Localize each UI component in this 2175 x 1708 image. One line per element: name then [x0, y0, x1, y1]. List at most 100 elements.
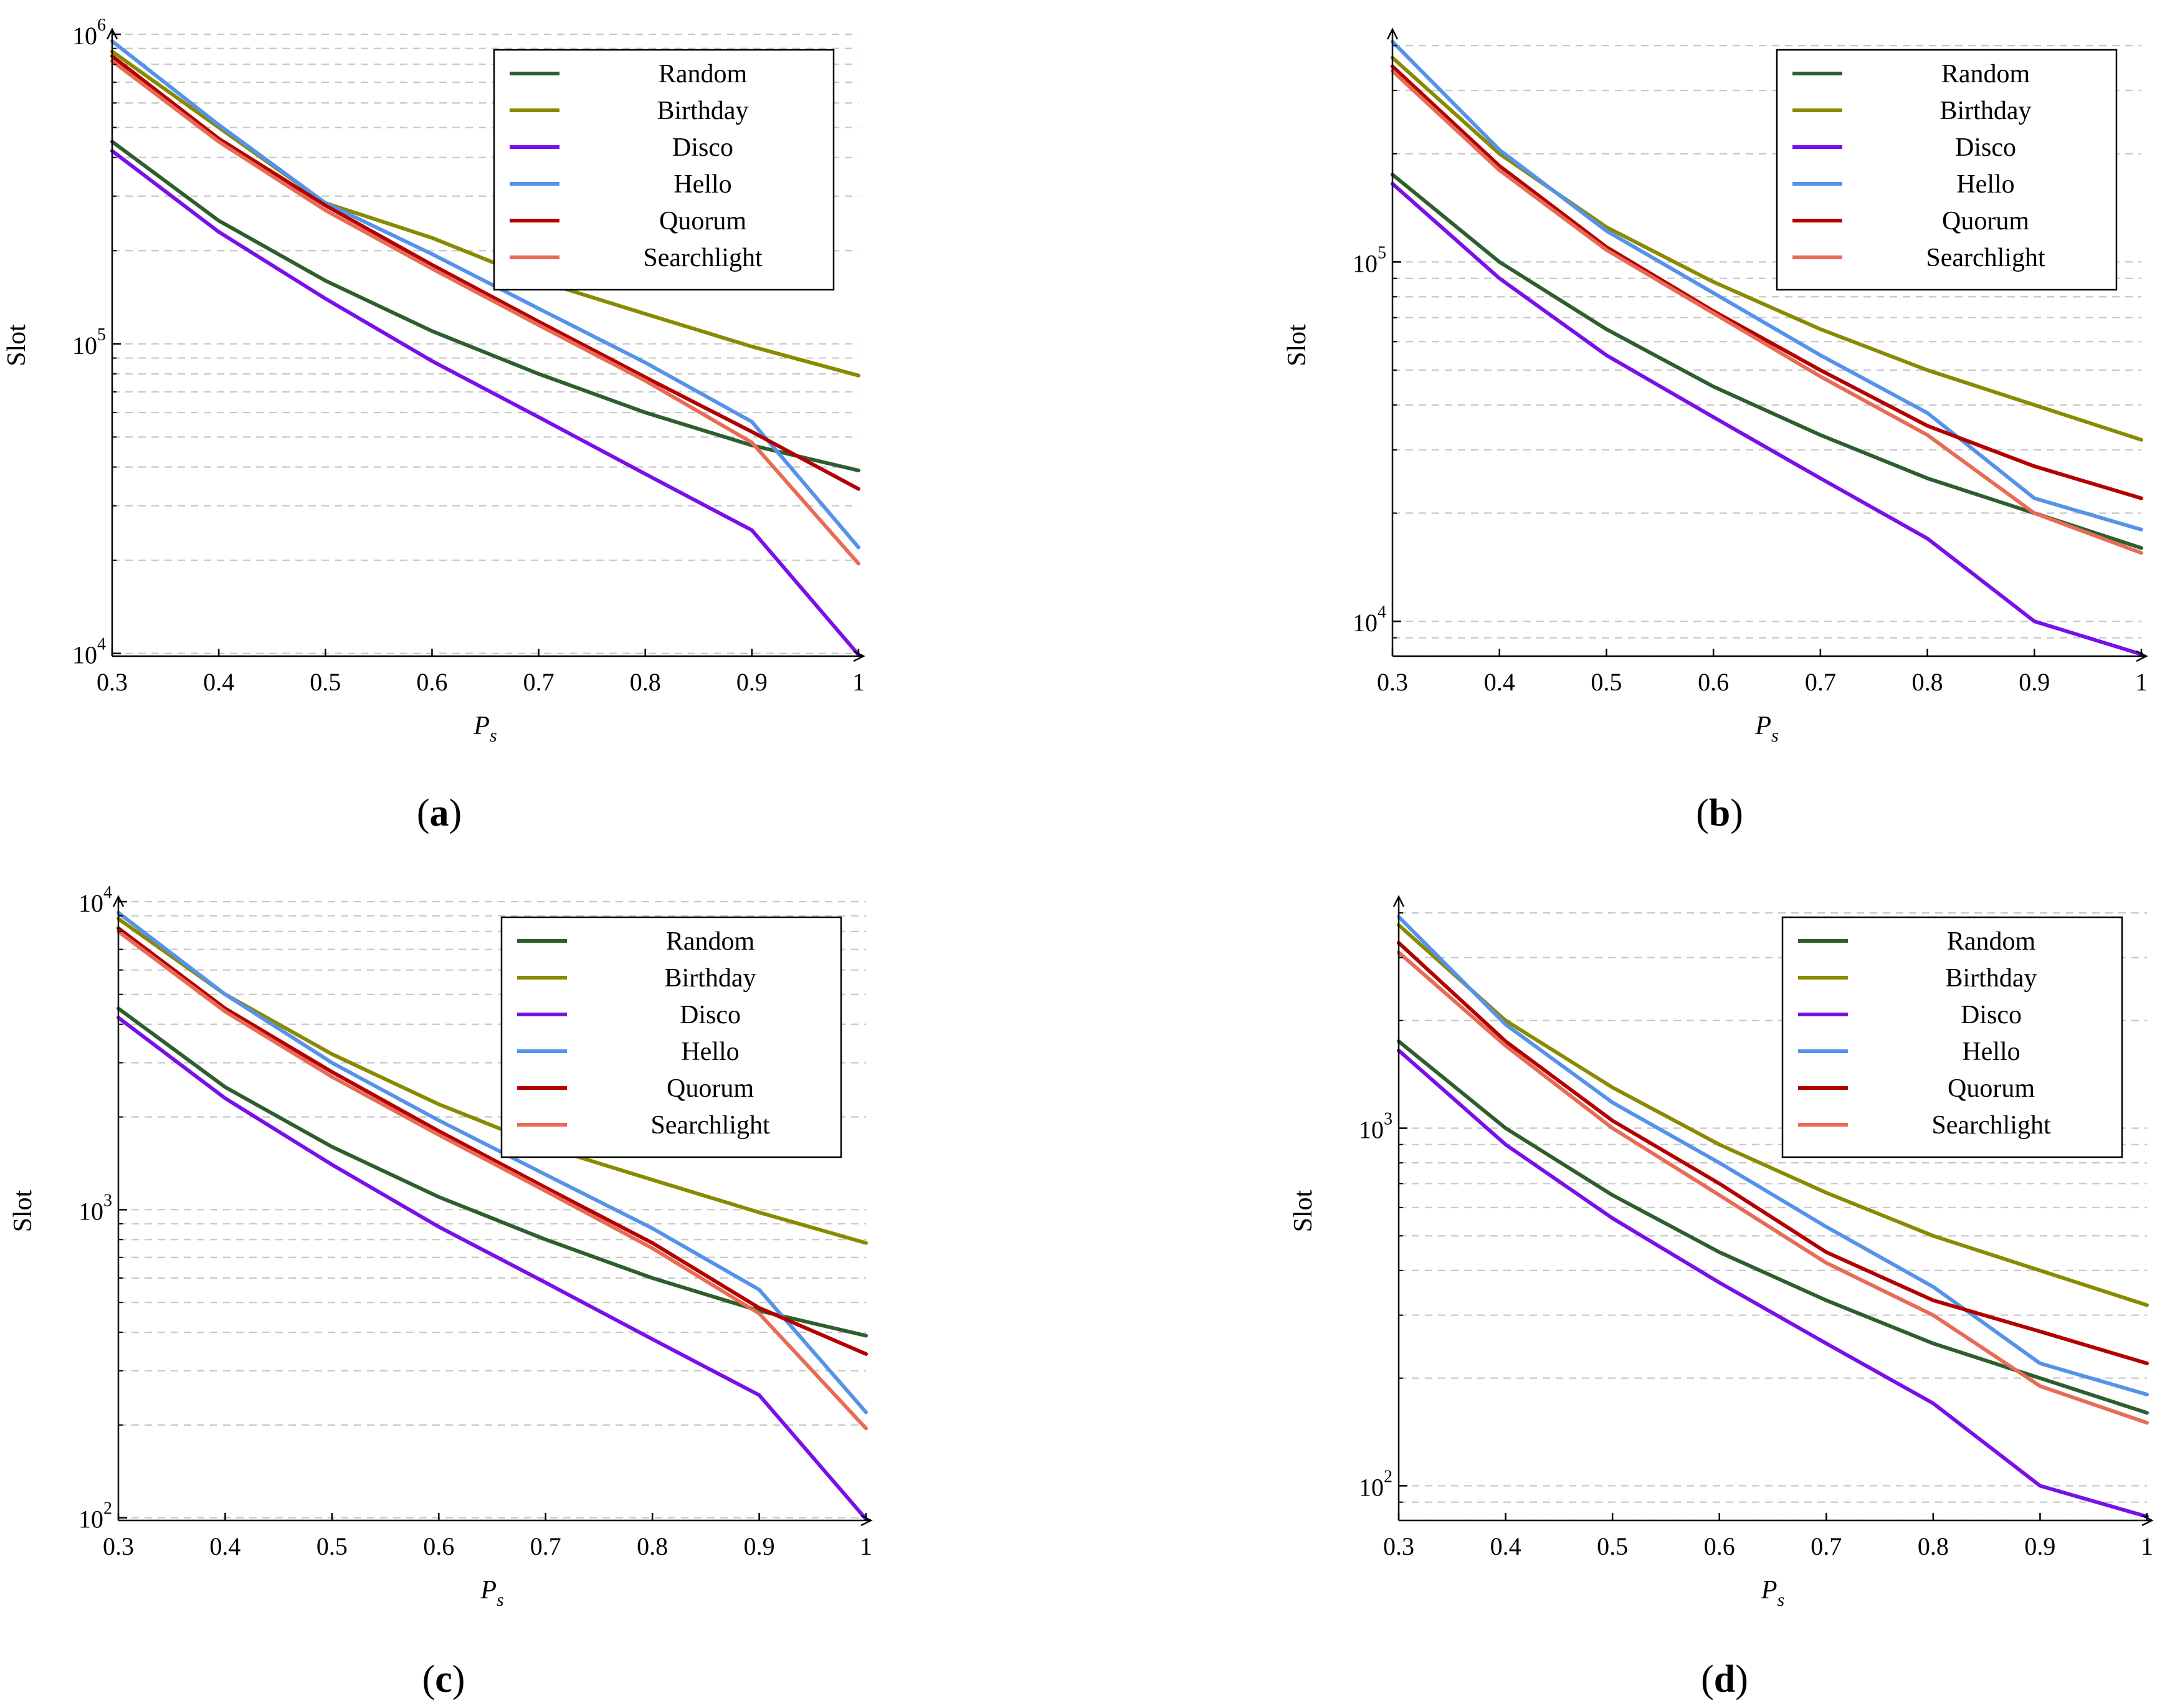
legend: Random Birthday Disco Hello Quorum Searchligh… [500, 916, 842, 1158]
series-lines [1391, 39, 2143, 656]
panel-caption: (d) [1701, 1658, 1748, 1701]
legend-item-quorum: Quorum [510, 207, 746, 236]
x-axis-arrow [2141, 1514, 2154, 1527]
legend-label: Searchlight [1931, 1111, 2051, 1140]
legend-label: Random [1947, 927, 2036, 956]
x-tick-label: 0.5 [316, 1532, 348, 1560]
x-tick-label: 0.3 [103, 1532, 134, 1560]
legend-item-hello: Hello [1798, 1038, 2020, 1066]
axes: 102 103 104 0.3 0.4 0.5 0.6 0.7 0.8 0.9 1 Ps Slot [9, 883, 873, 1610]
legend-label: Hello [1956, 170, 2014, 199]
series-line-random [110, 140, 860, 472]
legend-item-disco: Disco [1792, 133, 2016, 162]
legend-item-hello: Hello [517, 1038, 740, 1066]
y-axis-arrow [1386, 27, 1399, 40]
legend-label: Disco [1961, 1001, 2022, 1029]
legend-item-random: Random [517, 927, 754, 956]
legend-item-random: Random [1798, 927, 2035, 956]
legend-label: Random [659, 60, 748, 88]
x-tick-label: 0.7 [1811, 1532, 1842, 1560]
legend-item-quorum: Quorum [1792, 207, 2029, 236]
legend-label: Disco [672, 133, 733, 162]
legend-label: Random [666, 927, 755, 956]
x-tick-label: 0.3 [97, 668, 128, 696]
series-line-hello [1391, 39, 2143, 532]
y-axis-arrow [106, 27, 118, 40]
legend-label: Random [1941, 60, 2030, 88]
legend-item-disco: Disco [510, 133, 733, 162]
x-tick-label: 1 [852, 668, 865, 696]
legend-label: Searchlight [650, 1111, 770, 1140]
series-line-random [117, 1006, 868, 1338]
panel-caption: (b) [1696, 792, 1743, 834]
series-line-birthday [1397, 923, 2149, 1307]
legend-label: Disco [1955, 133, 2016, 162]
legend-item-searchlight: Searchlight [1792, 244, 2045, 272]
series-line-searchlight [117, 929, 868, 1431]
grid-lines [1392, 45, 2141, 657]
legend-item-disco: Disco [1798, 1001, 2022, 1029]
y-axis-label: Slot [1283, 324, 1311, 366]
legend-box [1781, 916, 2123, 1158]
x-tick-label: 0.3 [1377, 668, 1408, 696]
legend-label: Quorum [1948, 1074, 2035, 1103]
legend-label: Birthday [665, 964, 756, 993]
x-tick-label: 0.5 [1591, 668, 1622, 696]
y-tick-label: 104 [72, 635, 106, 669]
axes: 104 105 0.3 0.4 0.5 0.6 0.7 0.8 0.9 1 Ps Slot [1283, 27, 2148, 746]
x-tick-label: 0.4 [1484, 668, 1515, 696]
y-tick-label: 105 [72, 325, 106, 360]
y-axis-arrow [112, 895, 125, 907]
legend-item-hello: Hello [510, 170, 732, 199]
chart-panel-d: 102 103 0.3 0.4 0.5 0.6 0.7 0.8 0.9 1 Ps Slot Random… [1289, 895, 2154, 1701]
legend-box [493, 49, 835, 291]
legend-item-birthday: Birthday [1798, 964, 2037, 993]
series-lines [110, 39, 860, 657]
x-axis-label: Ps [473, 712, 497, 746]
legend-label: Birthday [1946, 964, 2037, 993]
legend-item-quorum: Quorum [517, 1074, 754, 1103]
x-tick-label: 0.8 [630, 668, 661, 696]
y-tick-label: 104 [1353, 603, 1386, 637]
x-tick-label: 0.5 [1597, 1532, 1628, 1560]
series-line-disco [1397, 1048, 2149, 1519]
x-tick-label: 0.9 [736, 668, 768, 696]
x-tick-label: 0.8 [1912, 668, 1943, 696]
legend-label: Quorum [1942, 207, 2029, 236]
series-lines [117, 910, 868, 1521]
grid-lines [118, 900, 866, 1519]
x-tick-label: 0.3 [1383, 1532, 1414, 1560]
y-tick-label: 106 [72, 16, 106, 50]
y-axis-label: Slot [1289, 1190, 1318, 1232]
y-tick-label: 102 [1359, 1467, 1392, 1501]
legend-label: Hello [681, 1038, 739, 1066]
series-line-quorum [1391, 64, 2143, 500]
x-tick-label: 0.6 [1704, 1532, 1735, 1560]
y-tick-label: 105 [1353, 243, 1386, 277]
legend-label: Hello [1962, 1038, 2020, 1066]
y-tick-label: 103 [1359, 1110, 1392, 1144]
axes: 102 103 0.3 0.4 0.5 0.6 0.7 0.8 0.9 1 Ps Slot [1289, 895, 2154, 1610]
legend-item-hello: Hello [1792, 170, 2015, 199]
legend-item-searchlight: Searchlight [510, 244, 763, 272]
panel-caption: (c) [422, 1658, 465, 1701]
legend-label: Searchlight [643, 244, 763, 272]
x-tick-label: 0.9 [744, 1532, 775, 1560]
legend: Random Birthday Disco Hello Quorum Searchligh… [493, 49, 835, 291]
x-tick-label: 0.9 [2019, 668, 2050, 696]
y-tick-label: 103 [79, 1191, 112, 1225]
legend-label: Quorum [659, 207, 746, 236]
x-axis-arrow [853, 650, 865, 662]
y-tick-label: 102 [79, 1499, 112, 1534]
x-axis-label: Ps [480, 1576, 503, 1610]
legend-item-quorum: Quorum [1798, 1074, 2035, 1103]
y-axis-label: Slot [9, 1190, 37, 1232]
y-axis-label: Slot [2, 324, 31, 366]
x-tick-label: 0.4 [1490, 1532, 1521, 1560]
axes: 104 105 106 0.3 0.4 0.5 0.6 0.7 0.8 0.9 1 Ps Slot [2, 16, 865, 746]
legend-label: Quorum [667, 1074, 754, 1103]
x-axis-arrow [860, 1514, 873, 1527]
legend-item-searchlight: Searchlight [1798, 1111, 2051, 1140]
legend-box [500, 916, 842, 1158]
x-tick-label: 0.7 [530, 1532, 561, 1560]
